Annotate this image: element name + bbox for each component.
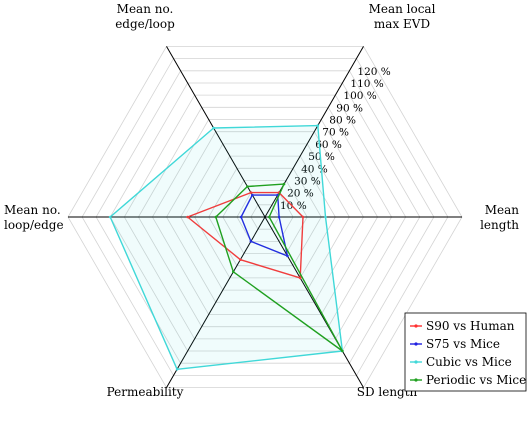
tick-label: 50 %	[308, 151, 335, 163]
series-2-point-4	[108, 215, 112, 219]
radar-series	[108, 124, 344, 371]
series-2-line	[109, 124, 344, 370]
series-1-point-4	[239, 215, 243, 219]
series-2-point-1	[324, 215, 327, 219]
series-3-point-0	[282, 182, 286, 186]
axis-label-2: SD length	[357, 385, 418, 399]
legend-marker-2	[414, 360, 418, 364]
legend-marker-0	[414, 324, 418, 328]
tick-label: 90 %	[336, 102, 363, 114]
legend-entry-3: Periodic vs Mice	[426, 373, 526, 387]
tick-label: 10 %	[280, 200, 307, 212]
axis-label-1: length	[480, 218, 519, 232]
series-1-point-5	[251, 193, 254, 197]
axis-label-0: Mean local	[369, 2, 436, 16]
series-0-point-4	[186, 215, 189, 219]
series-3-point-2	[341, 349, 344, 353]
axis-label-1: Mean	[485, 203, 520, 217]
axis-line-2	[264, 216, 364, 388]
tick-label: 80 %	[329, 115, 356, 127]
series-1-point-1	[277, 215, 281, 219]
series-3-point-4	[214, 215, 218, 219]
series-0-point-3	[239, 258, 242, 262]
series-3-point-3	[232, 270, 235, 274]
tick-label: 120 %	[357, 66, 390, 78]
series-2-point-3	[175, 368, 179, 371]
tick-label: 20 %	[287, 188, 314, 200]
legend-entry-2: Cubic vs Mice	[426, 355, 512, 369]
legend-marker-3	[414, 378, 418, 382]
tick-label: 110 %	[350, 78, 383, 90]
radial-tick-labels: 10 %20 %30 %40 %50 %60 %70 %80 %90 %100 …	[280, 66, 391, 212]
axis-label-4: Mean no.	[4, 203, 61, 217]
tick-label: 60 %	[315, 139, 342, 151]
series-0-point-5	[249, 191, 253, 194]
legend-entry-0: S90 vs Human	[426, 319, 515, 333]
series-3-point-1	[267, 215, 271, 219]
tick-label: 70 %	[322, 127, 349, 139]
legend-marker-1	[414, 342, 418, 346]
radar-axes	[68, 46, 462, 388]
axis-label-5: edge/loop	[115, 17, 175, 31]
legend: S90 vs Human S75 vs Mice Cubic vs Mice Peri…	[404, 312, 527, 392]
series-0-point-1	[301, 215, 305, 219]
axis-line-5	[166, 46, 266, 218]
axis-label-0: max EVD	[374, 17, 430, 31]
axis-label-3: Permeability	[107, 385, 184, 399]
series-1-point-3	[249, 240, 253, 243]
series-2-point-5	[212, 126, 215, 130]
axis-label-4: loop/edge	[4, 218, 64, 232]
series-3-point-5	[246, 185, 249, 188]
axis-line-3	[166, 216, 266, 388]
series-2-point-0	[316, 124, 320, 127]
tick-label: 30 %	[294, 175, 321, 187]
series-1-point-2	[286, 254, 289, 258]
legend-box	[404, 312, 527, 392]
tick-label: 100 %	[343, 90, 376, 102]
axis-label-5: Mean no.	[117, 2, 174, 16]
series-0-point-2	[298, 276, 302, 280]
legend-entry-1: S75 vs Mice	[426, 337, 500, 351]
